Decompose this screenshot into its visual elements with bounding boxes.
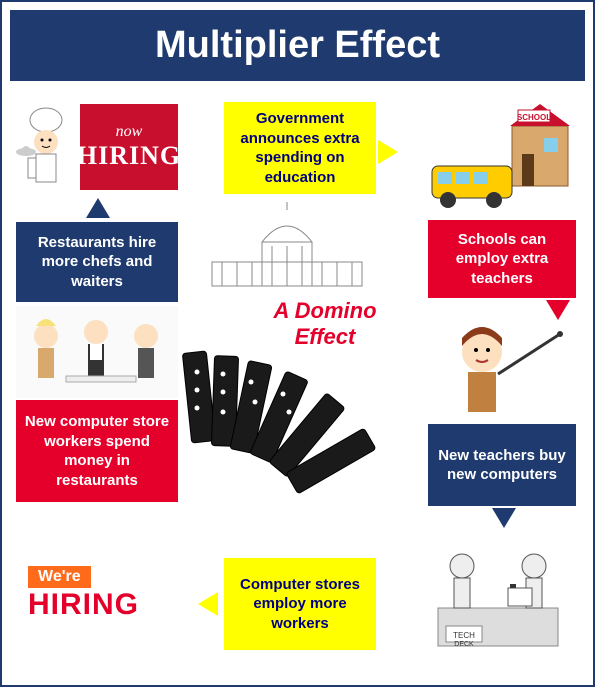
waiters-icon [16, 306, 178, 398]
arrow-to-stores [492, 508, 516, 528]
school-icon: SCHOOL [422, 96, 582, 219]
dominoes-icon [177, 312, 387, 517]
hiring-label-2: HIRING [28, 588, 139, 622]
capitol-icon [202, 202, 372, 297]
were-hiring-sign: We're HIRING [28, 566, 139, 622]
box-schools: Schools can employ extra teachers [428, 220, 576, 298]
box-spend: New computer store workers spend money i… [16, 400, 178, 502]
arrow-to-spend [198, 592, 218, 616]
now-hiring-sign: now HIRING [80, 104, 178, 190]
box-teachers: New teachers buy new computers [428, 424, 576, 506]
box-restaurants: Restaurants hire more chefs and waiters [16, 222, 178, 302]
arrow-to-teachers [546, 300, 570, 320]
box-stores: Computer stores employ more workers [224, 558, 376, 650]
now-label: now [116, 123, 143, 141]
tech-desk-icon: TECH DECK [408, 538, 584, 658]
chef-icon [16, 102, 76, 197]
box-government: Government announces extra spending on e… [224, 102, 376, 194]
svg-text:SCHOOL: SCHOOL [517, 113, 551, 122]
svg-text:TECH: TECH [453, 631, 475, 640]
svg-text:DECK: DECK [454, 641, 474, 648]
were-label: We're [28, 566, 91, 588]
teacher-icon [432, 322, 572, 427]
arrow-to-hiring [86, 198, 110, 218]
page-title: Multiplier Effect [10, 10, 585, 81]
arrow-to-schools [378, 140, 398, 164]
hiring-label: HIRING [77, 141, 181, 171]
